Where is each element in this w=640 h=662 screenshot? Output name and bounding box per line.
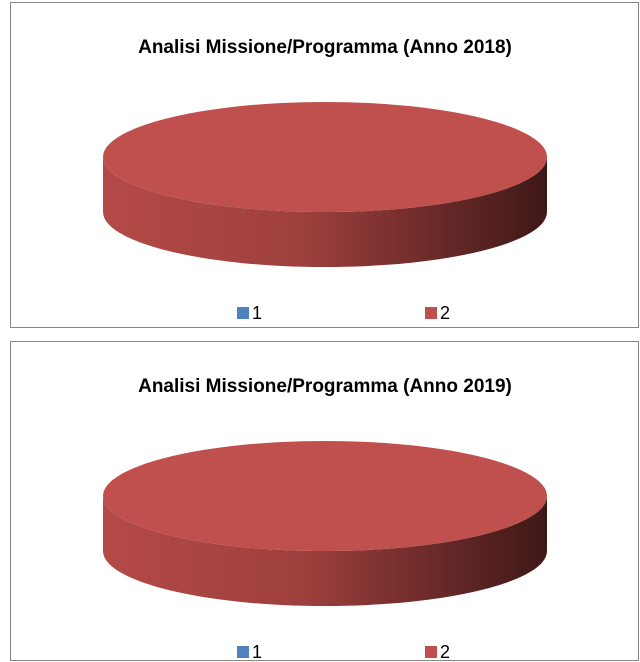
chart: Analisi Missione/Programma (Anno 2019) 1 2 (10, 341, 639, 662)
chart-title: Analisi Missione/Programma (Anno 2018) (138, 37, 512, 58)
pie-slice (103, 102, 547, 212)
legend-swatch (425, 307, 437, 319)
legend-label: 2 (440, 303, 450, 323)
legend-swatch (237, 646, 249, 658)
legend-label: 1 (252, 642, 262, 662)
legend-label: 2 (440, 642, 450, 662)
legend-label: 1 (252, 303, 262, 323)
chart-title: Analisi Missione/Programma (Anno 2019) (138, 376, 512, 397)
legend-swatch (425, 646, 437, 658)
pie-slice (103, 441, 547, 551)
legend-swatch (237, 307, 249, 319)
chart: Analisi Missione/Programma (Anno 2018) 1 2 (10, 2, 639, 328)
